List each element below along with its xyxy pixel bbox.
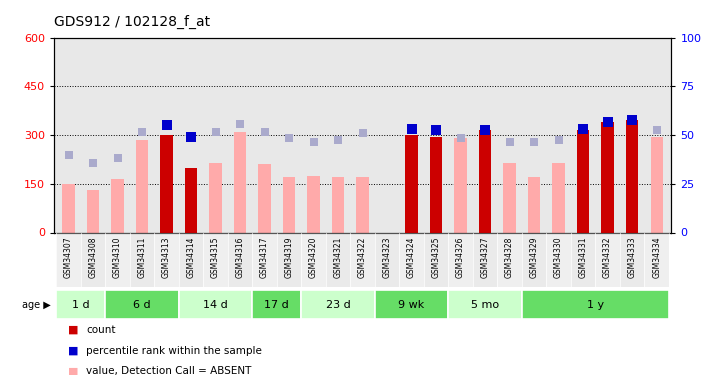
Bar [210,163,222,232]
Bar [228,232,252,287]
Bar [651,136,663,232]
Text: GSM34319: GSM34319 [284,237,294,278]
Bar [448,232,473,287]
Text: age ▶: age ▶ [22,300,50,310]
Bar [375,290,448,319]
Text: GSM34325: GSM34325 [432,237,441,278]
Bar [252,232,277,287]
Bar [546,232,571,287]
Text: GSM34314: GSM34314 [187,237,195,278]
Bar [307,176,320,232]
Text: 5 mo: 5 mo [471,300,499,310]
Text: 1 d: 1 d [72,300,90,310]
Text: GSM34327: GSM34327 [480,237,490,278]
Text: GSM34311: GSM34311 [138,237,146,278]
Text: GSM34310: GSM34310 [113,237,122,278]
Text: GSM34329: GSM34329 [530,237,538,278]
Text: GSM34308: GSM34308 [88,237,98,278]
Bar [106,232,130,287]
Bar [332,177,344,232]
Bar [595,232,620,287]
Bar [498,232,522,287]
Bar [375,232,399,287]
Text: GSM34331: GSM34331 [579,237,587,278]
Bar [602,122,614,232]
Bar [503,163,516,232]
Text: GSM34332: GSM34332 [603,237,612,278]
Text: GSM34317: GSM34317 [260,237,269,278]
Bar [522,232,546,287]
Bar [283,177,295,232]
Text: percentile rank within the sample: percentile rank within the sample [86,346,262,355]
Bar [356,177,369,232]
Text: GSM34313: GSM34313 [162,237,171,278]
Text: 6 d: 6 d [134,300,151,310]
Bar [522,290,669,319]
Text: ■: ■ [68,346,79,355]
Bar [350,232,375,287]
Bar [644,232,669,287]
Bar [185,168,197,232]
Bar [448,290,522,319]
Bar [81,232,106,287]
Bar [111,179,123,232]
Bar [252,290,302,319]
Text: GDS912 / 102128_f_at: GDS912 / 102128_f_at [54,15,210,29]
Bar [62,184,75,232]
Bar [258,164,271,232]
Bar [234,132,246,232]
Bar [473,232,498,287]
Text: GSM34334: GSM34334 [652,237,661,279]
Text: 1 y: 1 y [587,300,604,310]
Bar [620,232,644,287]
Bar [424,232,448,287]
Bar [406,135,418,232]
Bar [56,290,106,319]
Bar [571,232,595,287]
Bar [302,232,326,287]
Bar [56,232,81,287]
Bar [326,232,350,287]
Bar [106,290,179,319]
Text: 9 wk: 9 wk [398,300,425,310]
Bar [528,177,540,232]
Text: 23 d: 23 d [326,300,350,310]
Bar [154,232,179,287]
Text: GSM34322: GSM34322 [358,237,367,278]
Bar [552,163,565,232]
Text: GSM34316: GSM34316 [236,237,245,278]
Text: ■: ■ [68,325,79,335]
Bar [399,232,424,287]
Text: GSM34330: GSM34330 [554,237,563,279]
Text: 17 d: 17 d [264,300,289,310]
Text: GSM34323: GSM34323 [383,237,391,278]
Text: GSM34315: GSM34315 [211,237,220,278]
Text: value, Detection Call = ABSENT: value, Detection Call = ABSENT [86,366,251,375]
Text: ■: ■ [68,366,79,375]
Bar [160,135,173,232]
Bar [277,232,302,287]
Text: GSM34328: GSM34328 [505,237,514,278]
Bar [203,232,228,287]
Bar [136,140,148,232]
Bar [626,120,638,232]
Text: GSM34320: GSM34320 [309,237,318,278]
Bar [479,130,491,232]
Bar [179,290,252,319]
Bar [179,232,203,287]
Text: 14 d: 14 d [203,300,228,310]
Bar [577,130,589,232]
Text: GSM34333: GSM34333 [628,237,637,279]
Text: GSM34326: GSM34326 [456,237,465,278]
Bar [130,232,154,287]
Text: count: count [86,325,116,335]
Text: GSM34307: GSM34307 [64,237,73,279]
Bar [430,136,442,232]
Text: GSM34324: GSM34324 [407,237,416,278]
Bar [454,138,467,232]
Text: GSM34321: GSM34321 [334,237,342,278]
Bar [302,290,375,319]
Bar [87,190,99,232]
